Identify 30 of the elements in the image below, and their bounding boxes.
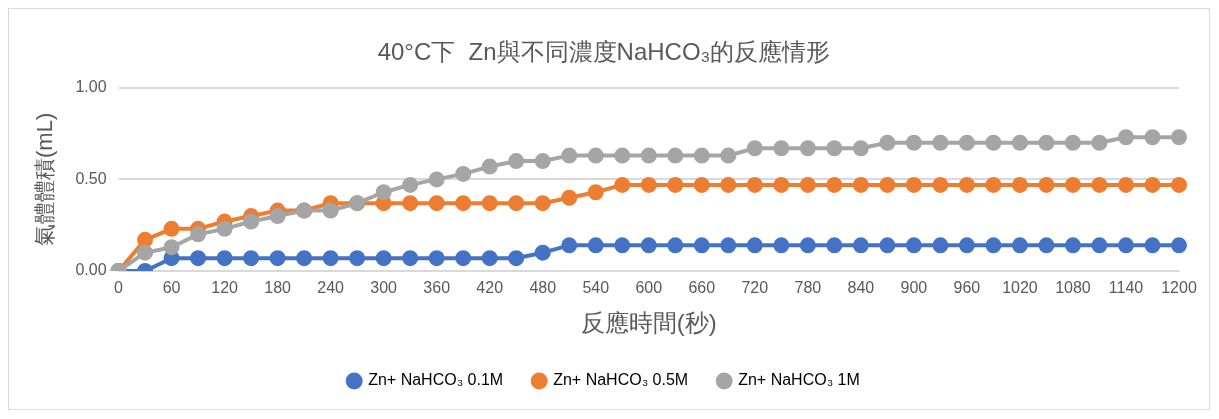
x-tick-label: 1020 — [1002, 279, 1038, 297]
x-tick-label: 660 — [688, 279, 716, 297]
x-axis-title: 反應時間(秒) — [580, 309, 717, 337]
y-tick-label: 0.50 — [75, 169, 107, 187]
y-axis-title: 氣體體積(mL) — [32, 112, 58, 247]
legend-label: Zn+ NaHCO₃ 0.5M — [553, 371, 689, 389]
x-tick-label: 780 — [794, 279, 822, 297]
x-tick-label: 0 — [114, 279, 124, 297]
x-tick-label: 540 — [582, 279, 610, 297]
chart-title: 40°C下 Zn與不同濃度NaHCO₃的反應情形 — [377, 38, 831, 66]
x-tick-label: 120 — [211, 279, 239, 297]
x-tick-label: 420 — [476, 279, 504, 297]
x-tick-label: 360 — [423, 279, 451, 297]
x-tick-label: 900 — [900, 279, 928, 297]
x-tick-label: 600 — [635, 279, 663, 297]
y-tick-label: 0.00 — [75, 261, 107, 279]
x-tick-label: 720 — [741, 279, 769, 297]
x-tick-label: 960 — [953, 279, 981, 297]
x-tick-label: 240 — [317, 279, 345, 297]
legend-label: Zn+ NaHCO₃ 1M — [738, 371, 860, 389]
legend-label: Zn+ NaHCO₃ 0.1M — [368, 371, 504, 389]
x-tick-label: 480 — [529, 279, 557, 297]
x-tick-label: 840 — [847, 279, 875, 297]
x-tick-label: 1140 — [1108, 279, 1144, 297]
x-tick-label: 60 — [162, 279, 181, 297]
x-tick-label: 300 — [370, 279, 398, 297]
y-tick-label: 1.00 — [75, 78, 107, 96]
x-tick-label: 180 — [264, 279, 292, 297]
x-tick-label: 1080 — [1055, 279, 1091, 297]
x-tick-label: 1200 — [1161, 279, 1197, 297]
